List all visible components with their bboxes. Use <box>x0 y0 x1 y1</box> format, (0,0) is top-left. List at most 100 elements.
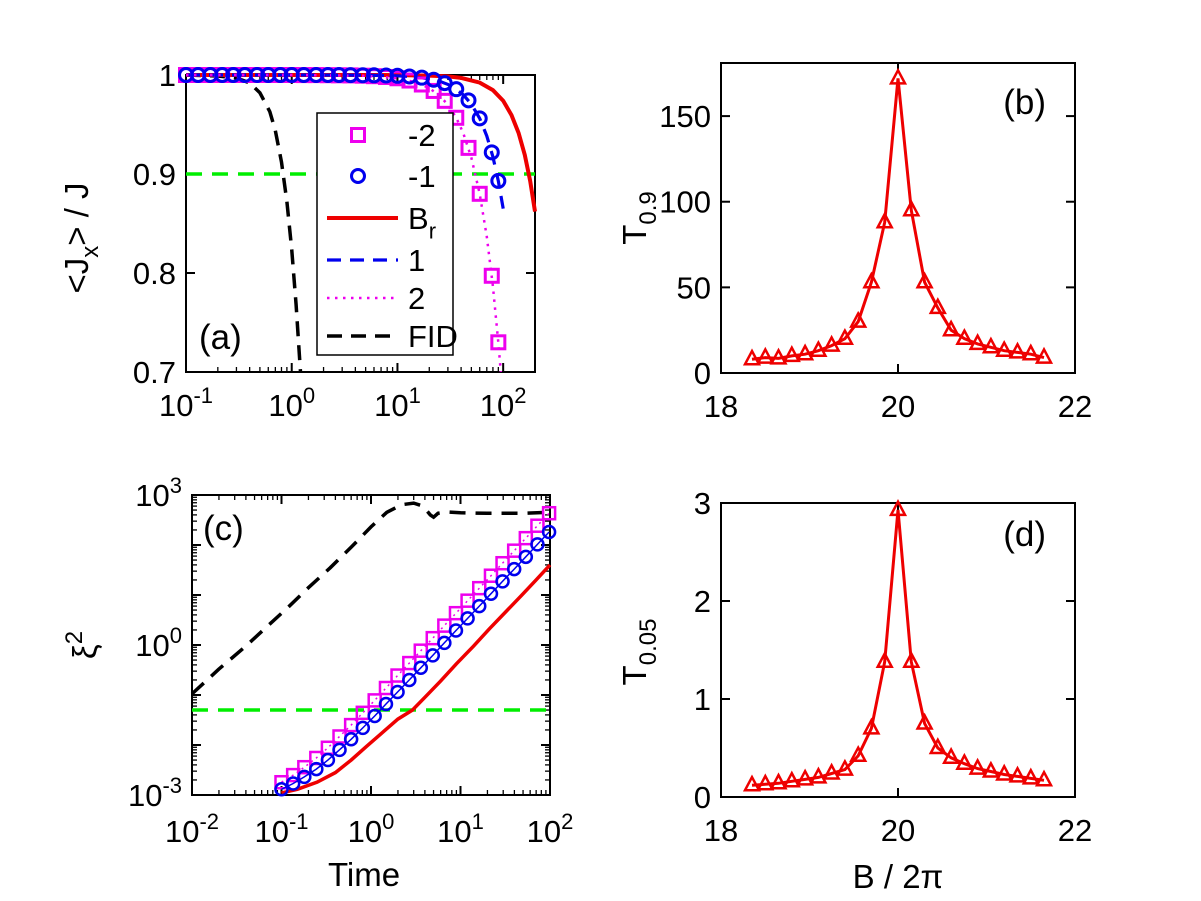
y-tick-label: 0.9 <box>133 157 176 192</box>
growth-minus1-marker <box>506 561 522 577</box>
t005-peak-marker <box>955 752 974 770</box>
y-axis-label: ξ2 <box>61 631 103 659</box>
text-segment: 10 <box>268 388 302 423</box>
fid-growth-line <box>190 501 551 696</box>
markers-minus1-marker <box>448 81 465 98</box>
growth-minus1-marker <box>437 635 452 651</box>
panel-label-c: (c) <box>203 509 244 548</box>
markers-minus2-marker <box>460 139 477 156</box>
t005-peak-marker <box>981 760 1000 778</box>
x-axis-label: Time <box>328 856 400 893</box>
text-segment: <J <box>58 258 95 294</box>
legend-box <box>316 112 454 356</box>
text-segment: -2 <box>408 118 436 153</box>
growth-minus1-marker <box>390 684 405 700</box>
t005-peak-marker <box>915 712 934 730</box>
t09-peak-marker <box>796 343 815 361</box>
text-segment: 0.7 <box>133 355 176 390</box>
growth-minus2-marker <box>530 518 545 533</box>
text-segment: 1 <box>159 58 176 93</box>
x-axis-label: B / 2π <box>853 858 944 895</box>
x-tick-label: 20 <box>881 813 915 848</box>
t005-peak-marker <box>862 717 881 735</box>
markers-minus1-marker <box>319 67 336 83</box>
markers-minus2-marker <box>471 185 488 202</box>
t005-peak-marker <box>888 499 908 517</box>
t09-peak-marker <box>981 336 1000 354</box>
text-segment: T <box>616 225 653 245</box>
y-tick-label: 103 <box>135 473 182 513</box>
markers-minus2-marker <box>425 82 442 99</box>
growth-minus2-marker <box>506 543 522 558</box>
growth-minus1-marker <box>472 598 487 614</box>
markers-minus1-marker <box>490 172 507 189</box>
text-segment: 1 <box>409 383 421 408</box>
text-segment: B / 2π <box>853 858 944 895</box>
t005-peak-marker <box>942 746 961 765</box>
markers-minus1-marker <box>272 67 289 83</box>
t09-peak-marker <box>809 339 828 357</box>
growth-minus1-marker <box>402 672 417 688</box>
growth-minus1-marker <box>285 776 301 791</box>
growth-minus2-marker <box>518 530 534 546</box>
text-segment: 10 <box>135 628 169 663</box>
growth-minus1-marker <box>343 732 359 747</box>
text-segment: T <box>616 665 653 685</box>
text-segment: -1 <box>289 809 309 834</box>
legend-label: Br <box>408 201 436 243</box>
growth-minus1-marker <box>460 611 475 626</box>
t005-peak-marker <box>782 770 801 788</box>
y-tick-label: 0.8 <box>133 256 176 291</box>
t005-peak-marker <box>995 763 1014 781</box>
t09-peak-marker <box>942 319 961 337</box>
t09-peak-marker <box>955 327 974 345</box>
growth-minus1-marker <box>448 623 464 638</box>
text-segment: 10 <box>165 814 199 849</box>
x-tick-label: 102 <box>480 383 527 423</box>
growth-minus2-marker <box>425 630 441 646</box>
t09-peak-marker <box>888 67 908 85</box>
t09-peak-marker <box>835 327 854 345</box>
text-segment: 2 <box>408 281 425 316</box>
t005-peak-marker <box>769 772 788 790</box>
t005-peak-marker <box>928 737 947 755</box>
panel-d: 18 20 22 0 1 2 3 B / 2π T0.05 (d) <box>616 486 1092 895</box>
text-segment: (a) <box>199 318 242 357</box>
text-segment: x <box>77 246 104 258</box>
text-segment: 150 <box>659 99 711 134</box>
series-markers-minus1 <box>178 67 507 189</box>
text-segment: r <box>429 218 436 243</box>
t005-peak-marker <box>968 757 987 775</box>
y-axis-label: <Jx> / J <box>58 182 104 293</box>
text-segment: -3 <box>162 773 182 798</box>
growth-minus2-marker <box>483 568 499 583</box>
x-tick-label: 18 <box>704 389 738 424</box>
text-segment: -1 <box>408 159 436 194</box>
x-tick-label: 101 <box>437 809 484 849</box>
t09-peak-marker <box>915 271 934 289</box>
markers-minus1-marker <box>460 92 477 109</box>
y-tick-label: 3 <box>694 486 711 521</box>
y-tick-label: 50 <box>677 270 711 305</box>
growth-minus2-marker <box>541 505 557 521</box>
text-segment: -2 <box>199 809 219 834</box>
growth-minus1-marker <box>530 537 545 552</box>
markers-minus1-marker <box>214 67 231 83</box>
text-segment: 10 <box>348 814 382 849</box>
x-tick-label: 10-1 <box>159 383 213 423</box>
t005-peak-marker <box>822 762 841 780</box>
text-segment: 10 <box>527 814 561 849</box>
growth-minus1-marker <box>367 708 382 724</box>
text-segment: (d) <box>1003 515 1046 554</box>
text-segment: -1 <box>193 383 213 408</box>
t09-peak-marker <box>782 345 801 363</box>
text-segment: > / J <box>58 182 95 245</box>
markers-minus2-marker <box>483 267 500 284</box>
text-segment: (b) <box>1003 83 1046 122</box>
br-growth-line <box>281 563 552 795</box>
x-tick-label: 100 <box>268 383 315 423</box>
t005-peak-marker <box>796 768 815 786</box>
markers-minus1-marker <box>249 67 266 83</box>
